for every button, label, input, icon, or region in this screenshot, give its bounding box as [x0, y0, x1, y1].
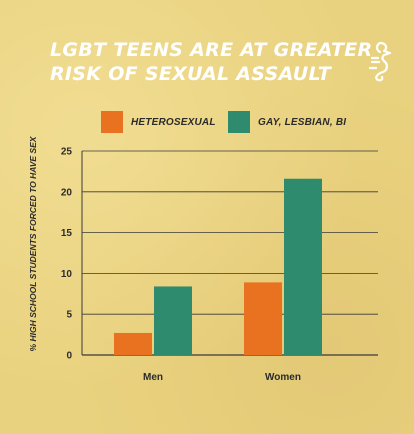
bar-women-0: [244, 282, 282, 355]
bar-women-1: [284, 178, 322, 355]
x-tick-label-women: Women: [265, 372, 301, 383]
y-tick-label-0: 0: [66, 351, 72, 362]
title-line-1: LGBT TEENS ARE AT GREATER: [50, 39, 373, 61]
y-tick-label-25: 25: [61, 147, 73, 158]
legend-label-heterosexual: HETEROSEXUAL: [131, 116, 216, 128]
bar-men-1: [154, 286, 192, 355]
y-tick-label-15: 15: [61, 228, 73, 239]
legend-swatch-glb: [228, 111, 250, 133]
x-tick-label-men: Men: [143, 372, 163, 383]
legend-item-glb: GAY, LESBIAN, BI: [228, 111, 346, 133]
legend-swatch-heterosexual: [101, 111, 123, 133]
bar-men-0: [114, 332, 152, 355]
title-line-2: RISK OF SEXUAL ASSAULT: [50, 63, 331, 85]
legend-item-heterosexual: HETEROSEXUAL: [101, 111, 216, 133]
y-tick-label-5: 5: [66, 310, 72, 321]
legend-label-glb: GAY, LESBIAN, BI: [258, 116, 347, 128]
y-tick-label-10: 10: [61, 269, 73, 280]
chart-title: LGBT TEENS ARE AT GREATER RISK OF SEXUAL…: [50, 38, 372, 86]
seahorse-icon: [368, 41, 392, 82]
y-tick-label-20: 20: [61, 187, 73, 198]
